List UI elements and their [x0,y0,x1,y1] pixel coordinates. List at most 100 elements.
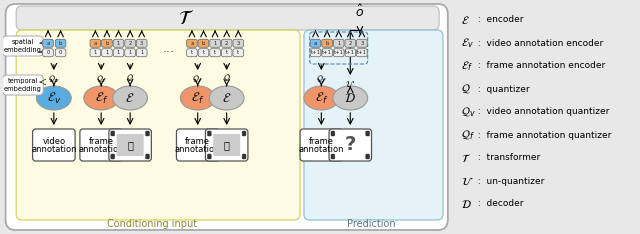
Text: temporal
embedding: temporal embedding [4,78,42,92]
Text: :  decoder: : decoder [475,200,524,208]
Text: t: t [214,50,216,55]
Text: 0: 0 [59,50,62,55]
Text: 1: 1 [93,50,97,55]
Text: 1: 1 [105,50,109,55]
FancyBboxPatch shape [116,134,143,156]
Text: 2: 2 [225,41,228,46]
FancyBboxPatch shape [145,154,149,159]
FancyBboxPatch shape [55,49,66,57]
FancyBboxPatch shape [136,39,147,47]
FancyBboxPatch shape [177,129,219,161]
Text: $\hat{o}$: $\hat{o}$ [355,4,364,20]
FancyBboxPatch shape [198,39,209,47]
Text: 2: 2 [129,41,132,46]
FancyBboxPatch shape [310,49,321,57]
FancyBboxPatch shape [322,39,332,47]
FancyBboxPatch shape [111,131,115,136]
Text: 1: 1 [140,50,143,55]
FancyBboxPatch shape [356,39,367,47]
Text: $\mathcal{E}_v$: $\mathcal{E}_v$ [461,36,474,50]
FancyBboxPatch shape [125,39,136,47]
Text: t: t [237,50,239,55]
Text: 🏃: 🏃 [127,140,133,150]
Text: 2: 2 [349,41,352,46]
Text: $\mathcal{T}$: $\mathcal{T}$ [461,152,472,164]
FancyBboxPatch shape [55,39,66,47]
FancyBboxPatch shape [136,49,147,57]
Text: :  frame annotation quantizer: : frame annotation quantizer [475,131,611,139]
Text: :  quantizer: : quantizer [475,84,529,94]
FancyBboxPatch shape [207,131,211,136]
Text: t+1: t+1 [322,50,332,55]
Text: $\mathcal{Q}_v$: $\mathcal{Q}_v$ [48,73,60,84]
Text: Conditioning input: Conditioning input [108,219,197,229]
Text: frame: frame [89,136,114,146]
Text: frame: frame [185,136,210,146]
Text: a: a [93,41,97,46]
FancyBboxPatch shape [365,154,369,159]
FancyBboxPatch shape [242,131,246,136]
FancyBboxPatch shape [210,49,220,57]
Text: 3: 3 [140,41,143,46]
FancyBboxPatch shape [187,39,197,47]
FancyBboxPatch shape [113,49,124,57]
Text: b: b [325,41,329,46]
Text: b: b [59,41,62,46]
Text: $\mathcal{Q}$: $\mathcal{Q}$ [461,83,471,95]
FancyBboxPatch shape [111,154,115,159]
Ellipse shape [84,86,118,110]
Ellipse shape [36,86,71,110]
Text: b: b [202,41,205,46]
FancyBboxPatch shape [145,131,149,136]
FancyBboxPatch shape [102,39,112,47]
FancyBboxPatch shape [310,39,321,47]
FancyBboxPatch shape [356,49,367,57]
Text: $\mathcal{E}_f$: $\mathcal{E}_f$ [461,59,474,73]
Text: t+1: t+1 [333,50,344,55]
FancyBboxPatch shape [345,49,356,57]
Text: $\mathcal{E}_v$: $\mathcal{E}_v$ [47,91,61,106]
FancyBboxPatch shape [16,30,300,220]
FancyBboxPatch shape [329,129,372,161]
FancyBboxPatch shape [221,39,232,47]
FancyBboxPatch shape [3,75,44,95]
FancyBboxPatch shape [16,6,439,30]
Text: $\mathcal{T}$: $\mathcal{T}$ [178,8,195,28]
Text: 1: 1 [117,50,120,55]
Text: $\mathcal{E}$: $\mathcal{E}$ [461,14,470,26]
FancyBboxPatch shape [242,154,246,159]
FancyBboxPatch shape [43,49,53,57]
Text: $\mathcal{Q}$: $\mathcal{Q}$ [126,73,134,83]
Ellipse shape [304,86,339,110]
Text: :  un-quantizer: : un-quantizer [475,176,544,186]
Text: :  video annotation quantizer: : video annotation quantizer [475,107,609,117]
Text: a: a [47,41,50,46]
Text: :  transformer: : transformer [475,154,540,162]
FancyBboxPatch shape [102,49,112,57]
Text: frame: frame [309,136,334,146]
Text: annotation: annotation [299,146,344,154]
Text: ...: ... [163,41,175,55]
Text: b: b [105,41,109,46]
Text: $\mathcal{U}$: $\mathcal{U}$ [346,79,355,89]
Text: annotation: annotation [79,146,124,154]
FancyBboxPatch shape [365,131,369,136]
Text: t: t [226,50,228,55]
FancyBboxPatch shape [125,49,136,57]
FancyBboxPatch shape [109,129,152,161]
Text: 1: 1 [129,50,132,55]
FancyBboxPatch shape [233,39,244,47]
Text: $\mathcal{U}$: $\mathcal{U}$ [461,175,474,187]
FancyBboxPatch shape [300,129,342,161]
Text: spatial
embedding: spatial embedding [4,39,42,53]
Text: $\mathcal{Q}_f$: $\mathcal{Q}_f$ [461,128,476,142]
Text: t+1: t+1 [357,50,367,55]
Text: $\mathcal{D}$: $\mathcal{D}$ [344,91,356,105]
Text: $\mathcal{Q}_f$: $\mathcal{Q}_f$ [192,73,204,84]
FancyBboxPatch shape [221,49,232,57]
FancyBboxPatch shape [213,134,240,156]
Text: Prediction: Prediction [348,219,396,229]
Text: $\mathcal{E}_f$: $\mathcal{E}_f$ [95,91,108,106]
FancyBboxPatch shape [43,39,53,47]
FancyBboxPatch shape [33,129,75,161]
